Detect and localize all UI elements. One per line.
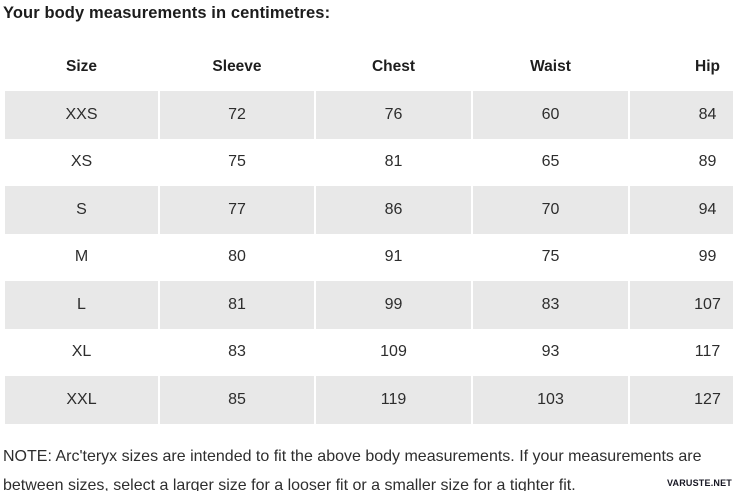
table-row-l: L 81 99 83 107: [5, 281, 733, 329]
cell-chest: 91: [314, 233, 471, 281]
cell-chest: 76: [314, 91, 471, 139]
cell-size: XL: [71, 343, 92, 361]
cell-waist: 83: [471, 281, 628, 329]
column-header-waist: Waist: [471, 43, 628, 91]
table-row-m: M 80 91 75 99: [5, 233, 733, 281]
cell-sleeve: 81: [158, 281, 314, 329]
page-title: Your body measurements in centimetres:: [3, 4, 331, 22]
cell-chest: 109: [314, 328, 471, 376]
cell-hip: 99: [628, 233, 733, 281]
cell-chest: 86: [314, 186, 471, 234]
cell-sleeve: 80: [158, 233, 314, 281]
cell-sleeve: 72: [158, 91, 314, 139]
cell-size: L: [5, 281, 158, 329]
cell-waist: 70: [471, 186, 628, 234]
column-header-hip: Hip: [628, 43, 733, 91]
cell-waist: 75: [471, 233, 628, 281]
cell-hip: 107: [628, 281, 733, 329]
cell-size: M: [74, 248, 89, 266]
cell-chest: 99: [314, 281, 471, 329]
table-row-xxl: XXL 85 119 103 127: [5, 376, 733, 424]
cell-size: S: [5, 186, 158, 234]
cell-waist: 93: [471, 328, 628, 376]
cell-hip: 84: [628, 91, 733, 139]
cell-chest: 81: [314, 138, 471, 186]
column-header-size: Size: [65, 58, 97, 75]
cell-size: XXS: [5, 91, 158, 139]
cell-hip: 94: [628, 186, 733, 234]
cell-hip: 89: [628, 138, 733, 186]
cell-chest: 119: [314, 376, 471, 424]
cell-size: XS: [70, 153, 93, 171]
table-row-xs: XS 75 81 65 89: [5, 138, 733, 186]
cell-waist: 60: [471, 91, 628, 139]
cell-waist: 103: [471, 376, 628, 424]
column-header-sleeve: Sleeve: [158, 43, 314, 91]
cell-hip: 117: [628, 328, 733, 376]
column-header-chest: Chest: [314, 43, 471, 91]
table-row-s: S 77 86 70 94: [5, 186, 733, 234]
cell-sleeve: 77: [158, 186, 314, 234]
cell-sleeve: 83: [158, 328, 314, 376]
table-header-row: Size Sleeve Chest Waist Hip: [5, 43, 733, 91]
cell-sleeve: 75: [158, 138, 314, 186]
sizing-note: NOTE: Arc'teryx sizes are intended to fi…: [3, 447, 702, 491]
table-row-xl: XL 83 109 93 117: [5, 328, 733, 376]
cell-size: XXL: [5, 376, 158, 424]
cell-waist: 65: [471, 138, 628, 186]
size-chart-table: Size Sleeve Chest Waist Hip XXS 72 76 60…: [5, 43, 733, 424]
varuste-net-watermark: VARUSTE.NET: [666, 478, 732, 488]
table-row-xxs: XXS 72 76 60 84: [5, 91, 733, 139]
cell-sleeve: 85: [158, 376, 314, 424]
size-chart-table-wrapper: Size Sleeve Chest Waist Hip XXS 72 76 60…: [5, 43, 733, 424]
cell-hip: 127: [628, 376, 733, 424]
